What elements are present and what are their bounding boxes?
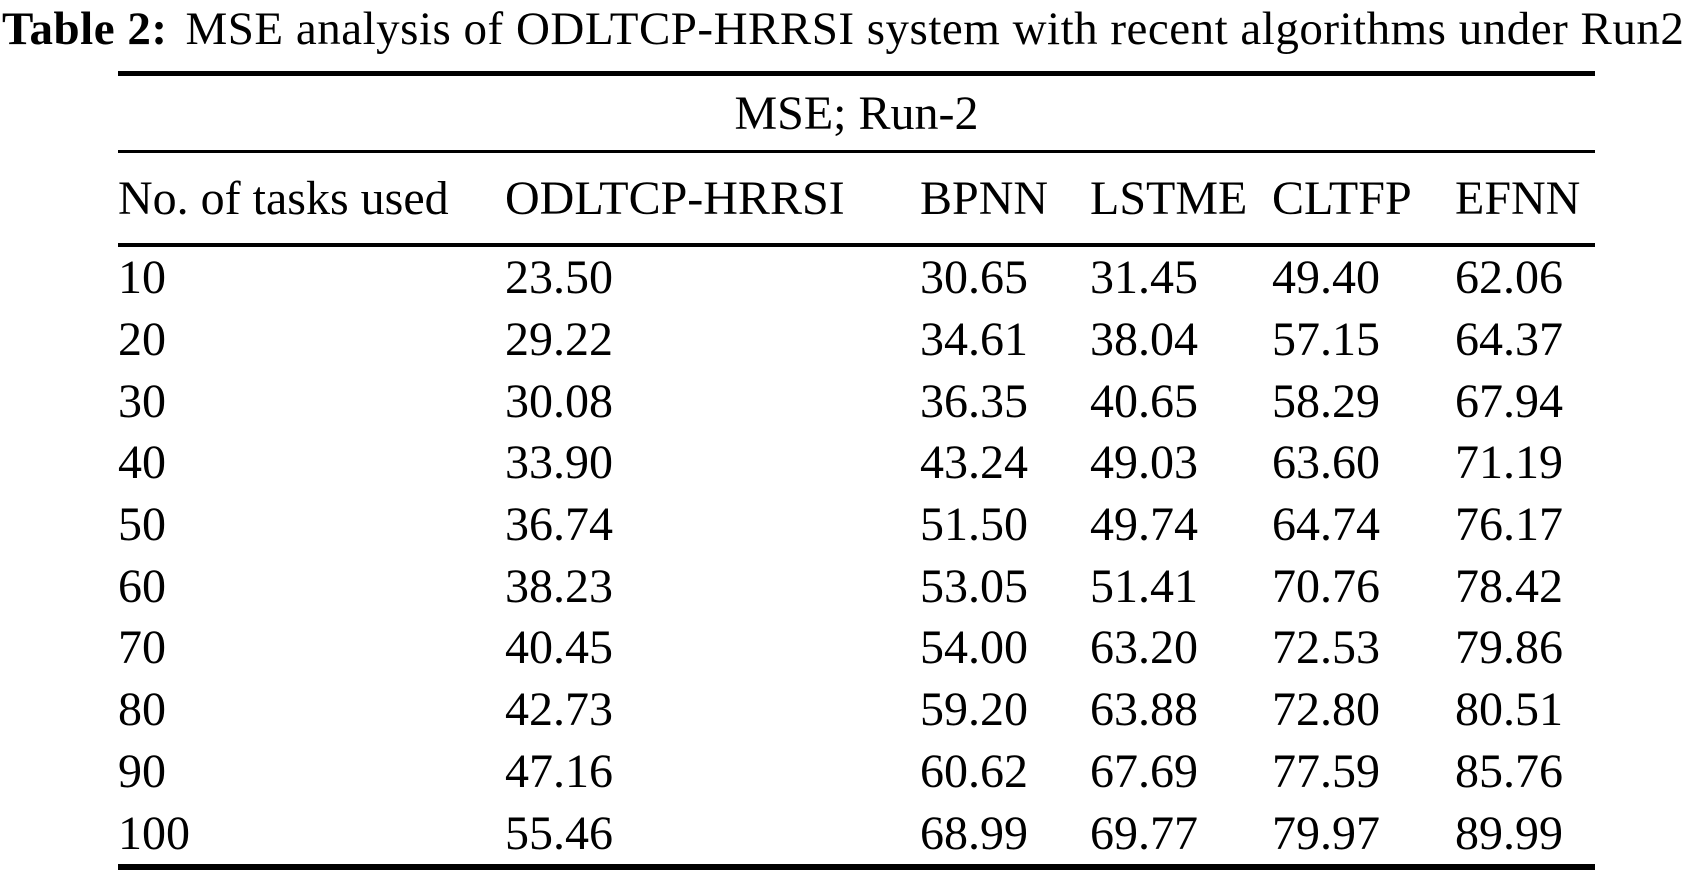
table-cell: 89.99 <box>1455 806 1563 860</box>
table-cell: 43.24 <box>920 436 1028 490</box>
table-cell: 57.15 <box>1272 313 1380 367</box>
table-row: 90 47.16 60.62 67.69 77.59 85.76 <box>118 741 1595 803</box>
table-cell: 90 <box>118 744 166 798</box>
table-cell: 40.65 <box>1090 374 1198 428</box>
table-cell: 60 <box>118 559 166 613</box>
table-cell: 77.59 <box>1272 744 1380 798</box>
column-header: EFNN <box>1455 171 1581 225</box>
column-header: LSTME <box>1090 171 1248 225</box>
table-cell: 70.76 <box>1272 559 1380 613</box>
table-cell: 49.03 <box>1090 436 1198 490</box>
table-header-row: No. of tasks used ODLTCP-HRRSI BPNN LSTME CL… <box>118 153 1595 243</box>
header-rule <box>118 243 1595 247</box>
table-cell: 49.74 <box>1090 498 1198 552</box>
top-rule <box>118 71 1595 76</box>
table-cell: 80.51 <box>1455 683 1563 737</box>
table-cell: 67.69 <box>1090 744 1198 798</box>
table-cell: 51.41 <box>1090 559 1198 613</box>
table-body: 10 23.50 30.65 31.45 49.40 62.06 20 29.22 34.61 3… <box>118 247 1595 864</box>
table-cell: 55.46 <box>505 806 613 860</box>
table-cell: 33.90 <box>505 436 613 490</box>
table-row: 100 55.46 68.99 69.77 79.97 89.99 <box>118 802 1595 864</box>
table-cell: 85.76 <box>1455 744 1563 798</box>
table-cell: 23.50 <box>505 251 613 305</box>
table-cell: 50 <box>118 498 166 552</box>
table-cell: 40.45 <box>505 621 613 675</box>
table-row: 30 30.08 36.35 40.65 58.29 67.94 <box>118 370 1595 432</box>
table-cell: 70 <box>118 621 166 675</box>
bottom-rule <box>118 863 1595 870</box>
table-cell: 100 <box>118 806 190 860</box>
table-cell: 38.04 <box>1090 313 1198 367</box>
table-cell: 76.17 <box>1455 498 1563 552</box>
table-cell: 36.74 <box>505 498 613 552</box>
table-cell: 20 <box>118 313 166 367</box>
table-cell: 67.94 <box>1455 374 1563 428</box>
table-cell: 68.99 <box>920 806 1028 860</box>
table-row: 10 23.50 30.65 31.45 49.40 62.06 <box>118 247 1595 309</box>
table-row: 60 38.23 53.05 51.41 70.76 78.42 <box>118 555 1595 617</box>
column-header: ODLTCP-HRRSI <box>505 171 845 225</box>
table-cell: 69.77 <box>1090 806 1198 860</box>
table-cell: 78.42 <box>1455 559 1563 613</box>
table-cell: 38.23 <box>505 559 613 613</box>
column-header: No. of tasks used <box>118 171 449 225</box>
table-cell: 53.05 <box>920 559 1028 613</box>
table-cell: 59.20 <box>920 683 1028 737</box>
caption-label: Table 2: <box>2 3 168 55</box>
table-cell: 63.20 <box>1090 621 1198 675</box>
column-header: CLTFP <box>1272 171 1412 225</box>
table-row: 80 42.73 59.20 63.88 72.80 80.51 <box>118 679 1595 741</box>
table-cell: 47.16 <box>505 744 613 798</box>
table-cell: 63.88 <box>1090 683 1198 737</box>
table-cell: 29.22 <box>505 313 613 367</box>
table-cell: 80 <box>118 683 166 737</box>
table-cell: 49.40 <box>1272 251 1380 305</box>
table-cell: 30 <box>118 374 166 428</box>
table-row: 50 36.74 51.50 49.74 64.74 76.17 <box>118 494 1595 556</box>
table-cell: 10 <box>118 251 166 305</box>
table-cell: 62.06 <box>1455 251 1563 305</box>
data-table: MSE; Run-2 No. of tasks used ODLTCP-HRRSI… <box>118 71 1595 870</box>
column-header: BPNN <box>920 171 1049 225</box>
table-cell: 64.74 <box>1272 498 1380 552</box>
table-row: 20 29.22 34.61 38.04 57.15 64.37 <box>118 309 1595 371</box>
table-cell: 51.50 <box>920 498 1028 552</box>
table-cell: 79.86 <box>1455 621 1563 675</box>
table-cell: 64.37 <box>1455 313 1563 367</box>
table-cell: 34.61 <box>920 313 1028 367</box>
table-group-header: MSE; Run-2 <box>734 86 979 140</box>
table-cell: 42.73 <box>505 683 613 737</box>
table-cell: 72.53 <box>1272 621 1380 675</box>
group-header-rule <box>118 150 1595 153</box>
table-cell: 36.35 <box>920 374 1028 428</box>
table-cell: 63.60 <box>1272 436 1380 490</box>
table-row: 70 40.45 54.00 63.20 72.53 79.86 <box>118 617 1595 679</box>
table-caption: Table 2: MSE analysis of ODLTCP-HRRSI sys… <box>2 2 1704 56</box>
table-cell: 31.45 <box>1090 251 1198 305</box>
table-cell: 54.00 <box>920 621 1028 675</box>
table-cell: 60.62 <box>920 744 1028 798</box>
table-cell: 30.08 <box>505 374 613 428</box>
table-cell: 30.65 <box>920 251 1028 305</box>
table-cell: 71.19 <box>1455 436 1563 490</box>
caption-text: MSE analysis of ODLTCP-HRRSI system with… <box>185 3 1685 55</box>
table-row: 40 33.90 43.24 49.03 63.60 71.19 <box>118 432 1595 494</box>
table-cell: 58.29 <box>1272 374 1380 428</box>
table-cell: 79.97 <box>1272 806 1380 860</box>
table-cell: 40 <box>118 436 166 490</box>
table-cell: 72.80 <box>1272 683 1380 737</box>
